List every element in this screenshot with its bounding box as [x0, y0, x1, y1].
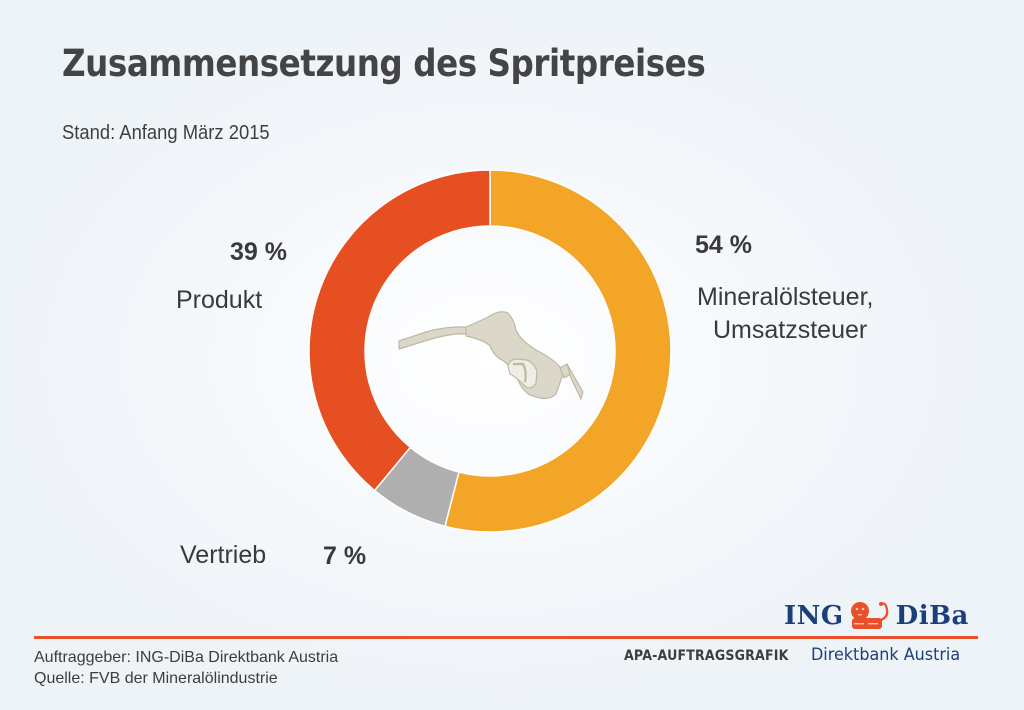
bank-subtitle: Direktbank Austria	[811, 645, 961, 665]
value-label-steuer: 54 %	[695, 231, 752, 259]
page-subtitle: Stand: Anfang März 2015	[62, 122, 270, 144]
donut-slices	[308, 169, 672, 533]
logo-word-right: DiBa	[895, 601, 969, 631]
slice-label-vertrieb: Vertrieb	[180, 541, 267, 569]
footer-client: Auftraggeber: ING-DiBa Direktbank Austri…	[34, 649, 339, 666]
slice-label-produkt: Produkt	[176, 286, 263, 314]
value-label-produkt: 39 %	[230, 238, 287, 266]
slice-label-steuer-line2: Umsatzsteuer	[713, 316, 868, 344]
donut-slice-mineralölsteuer-umsatzsteuer	[444, 169, 672, 533]
lion-icon	[850, 602, 888, 629]
footer-source: Quelle: FVB der Mineralölindustrie	[34, 670, 278, 687]
value-label-vertrieb: 7 %	[323, 542, 367, 570]
ing-diba-logo: ING DiBa	[784, 598, 969, 634]
fuel-nozzle-icon	[398, 311, 584, 400]
agency-label: APA-AUFTRAGSGRAFIK	[624, 648, 789, 664]
slice-label-steuer-line1: Mineralölsteuer,	[697, 283, 874, 311]
page-title: Zusammensetzung des Spritpreises	[62, 42, 706, 85]
donut-slice-produkt	[308, 169, 491, 492]
logo-word-left: ING	[784, 601, 844, 631]
footer-divider	[34, 636, 978, 639]
